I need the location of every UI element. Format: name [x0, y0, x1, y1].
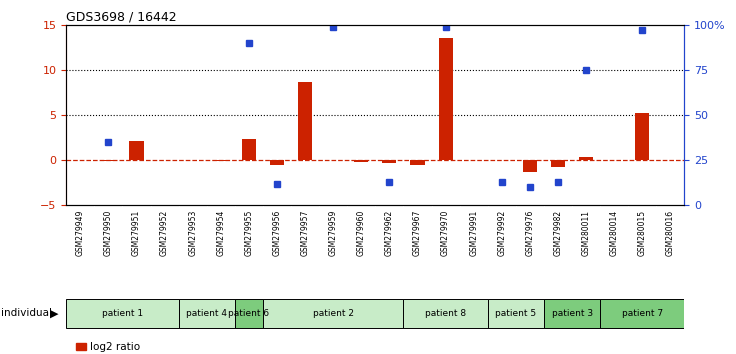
Text: GSM279992: GSM279992 [498, 210, 506, 256]
Text: GSM280014: GSM280014 [609, 210, 619, 256]
Bar [551, 160, 565, 167]
Text: GSM280015: GSM280015 [638, 210, 647, 256]
Bar [130, 141, 144, 160]
Bar [354, 160, 368, 162]
Bar [523, 160, 537, 172]
Text: GSM279982: GSM279982 [553, 210, 562, 256]
Bar [213, 160, 228, 161]
Bar [488, 299, 544, 328]
Text: GSM279970: GSM279970 [441, 210, 450, 256]
Bar [439, 38, 453, 160]
Bar [66, 299, 179, 328]
Text: patient 3: patient 3 [551, 309, 592, 318]
Text: GSM280016: GSM280016 [666, 210, 675, 256]
Text: GSM279951: GSM279951 [132, 210, 141, 256]
Bar [383, 160, 397, 163]
Text: GSM279959: GSM279959 [329, 210, 338, 256]
Text: patient 2: patient 2 [313, 309, 354, 318]
Text: patient 8: patient 8 [425, 309, 466, 318]
Text: GSM280011: GSM280011 [581, 210, 590, 256]
Bar [242, 139, 256, 160]
Text: patient 1: patient 1 [102, 309, 143, 318]
Text: patient 6: patient 6 [228, 309, 269, 318]
Text: individual: individual [1, 308, 52, 318]
Text: patient 5: patient 5 [495, 309, 537, 318]
Bar [411, 160, 425, 165]
Bar [263, 299, 403, 328]
Bar [102, 160, 116, 161]
Bar [544, 299, 600, 328]
Text: GSM279976: GSM279976 [526, 210, 534, 256]
Text: GDS3698 / 16442: GDS3698 / 16442 [66, 11, 177, 24]
Text: GSM279991: GSM279991 [470, 210, 478, 256]
Text: GSM279949: GSM279949 [76, 210, 85, 256]
Text: GSM279967: GSM279967 [413, 210, 422, 256]
Legend: log2 ratio, percentile rank within the sample: log2 ratio, percentile rank within the s… [71, 338, 270, 354]
Bar [179, 299, 235, 328]
Text: GSM279950: GSM279950 [104, 210, 113, 256]
Text: patient 4: patient 4 [186, 309, 227, 318]
Bar [270, 160, 284, 165]
Text: GSM279953: GSM279953 [188, 210, 197, 256]
Bar [403, 299, 488, 328]
Text: GSM279957: GSM279957 [300, 210, 310, 256]
Text: ▶: ▶ [50, 308, 59, 318]
Text: GSM279952: GSM279952 [160, 210, 169, 256]
Text: GSM279954: GSM279954 [216, 210, 225, 256]
Text: GSM279960: GSM279960 [357, 210, 366, 256]
Bar [579, 158, 593, 160]
Bar [600, 299, 684, 328]
Text: GSM279956: GSM279956 [272, 210, 281, 256]
Text: patient 7: patient 7 [622, 309, 663, 318]
Bar [635, 113, 649, 160]
Text: GSM279955: GSM279955 [244, 210, 253, 256]
Bar [298, 82, 312, 160]
Bar [235, 299, 263, 328]
Text: GSM279962: GSM279962 [385, 210, 394, 256]
